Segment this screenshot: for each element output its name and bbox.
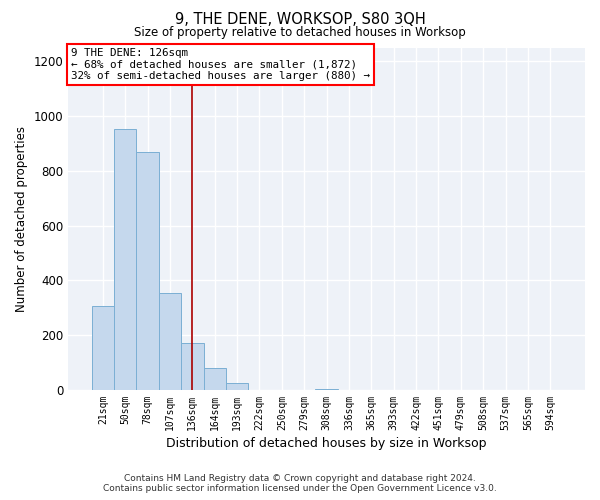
Text: 9, THE DENE, WORKSOP, S80 3QH: 9, THE DENE, WORKSOP, S80 3QH (175, 12, 425, 28)
Text: 9 THE DENE: 126sqm
← 68% of detached houses are smaller (1,872)
32% of semi-deta: 9 THE DENE: 126sqm ← 68% of detached hou… (71, 48, 370, 82)
Bar (159, 292, 181, 390)
X-axis label: Distribution of detached houses by size in Worksop: Distribution of detached houses by size … (166, 437, 487, 450)
Bar (136, 152, 159, 390)
Bar (203, 368, 226, 390)
Bar (92, 306, 114, 390)
Bar (181, 344, 203, 390)
Bar (114, 130, 136, 390)
Bar (316, 388, 338, 390)
Y-axis label: Number of detached properties: Number of detached properties (15, 126, 28, 312)
Text: Size of property relative to detached houses in Worksop: Size of property relative to detached ho… (134, 26, 466, 39)
Text: Contains public sector information licensed under the Open Government Licence v3: Contains public sector information licen… (103, 484, 497, 493)
Bar (226, 383, 248, 390)
Text: Contains HM Land Registry data © Crown copyright and database right 2024.: Contains HM Land Registry data © Crown c… (124, 474, 476, 483)
